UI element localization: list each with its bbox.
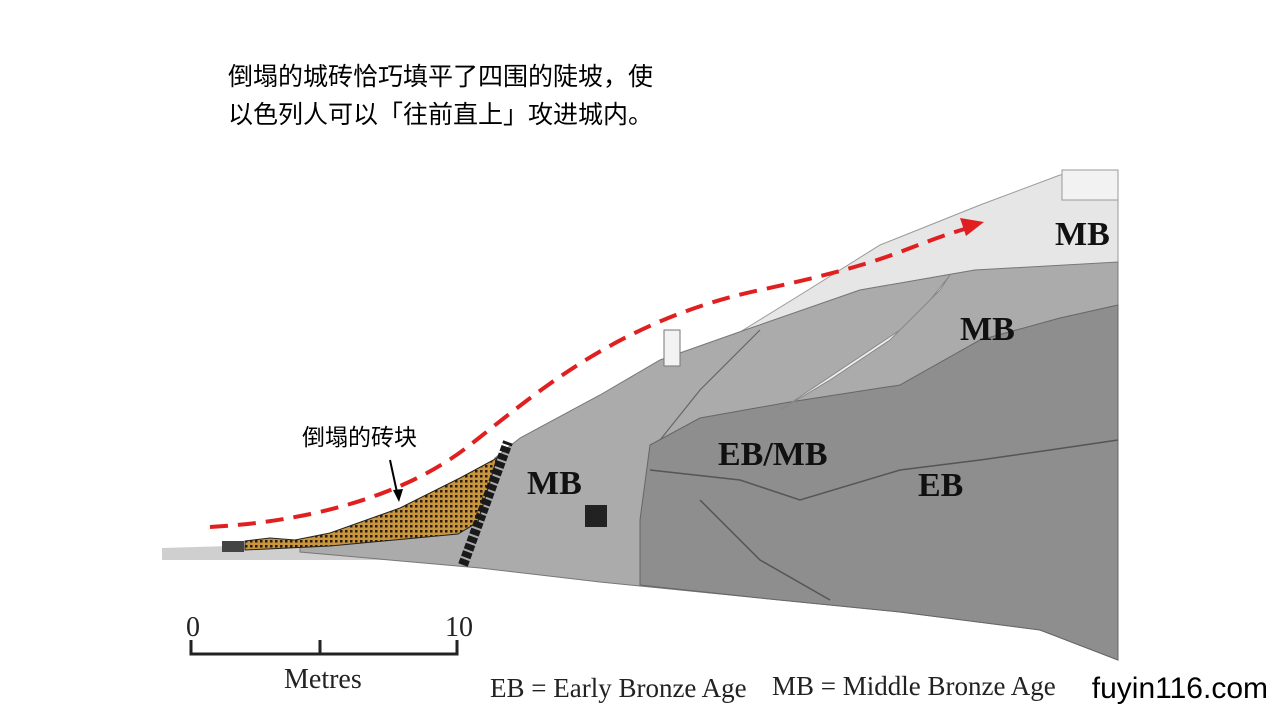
label-eb-mb: EB/MB: [718, 436, 828, 473]
slide-caption: 倒塌的城砖恰巧填平了四围的陡坡，使 以色列人可以「往前直上」攻进城内。: [228, 58, 653, 134]
attack-route-arrow: [209, 226, 969, 529]
layer-eb: [639, 304, 1119, 661]
small-wall: [222, 541, 244, 552]
annotation-arrowhead-icon: [393, 489, 403, 502]
caption-line-1: 倒塌的城砖恰巧填平了四围的陡坡，使: [228, 62, 654, 91]
layer-boundary: [659, 329, 761, 441]
scale-start: 0: [186, 612, 200, 643]
legend-eb: EB = Early Bronze Age: [490, 673, 747, 703]
collapsed-bricks: [244, 456, 498, 551]
arrowhead-icon: [960, 218, 984, 236]
scale-bar: [189, 640, 459, 656]
stones: [585, 505, 607, 527]
scale-end: 10: [445, 612, 473, 643]
label-mb-upper: MB: [960, 311, 1015, 348]
label-mb-top: MB: [1055, 216, 1110, 253]
scale-unit: Metres: [284, 664, 362, 695]
layer-boundary: [649, 439, 1119, 501]
caption-line-2: 以色列人可以「往前直上」攻进城内。: [228, 100, 654, 129]
post: [663, 329, 681, 367]
label-mb-lower: MB: [527, 465, 582, 502]
city-wall: [458, 440, 513, 567]
legend-mb: MB = Middle Bronze Age: [772, 671, 1056, 701]
layer-mb-top-box: [1061, 169, 1119, 201]
annotation-collapsed-bricks: 倒塌的砖块: [302, 425, 417, 451]
label-eb: EB: [918, 467, 963, 504]
watermark: fuyin116.com: [1091, 672, 1268, 705]
layer-boundary: [699, 499, 831, 601]
light-vein: [779, 274, 951, 411]
